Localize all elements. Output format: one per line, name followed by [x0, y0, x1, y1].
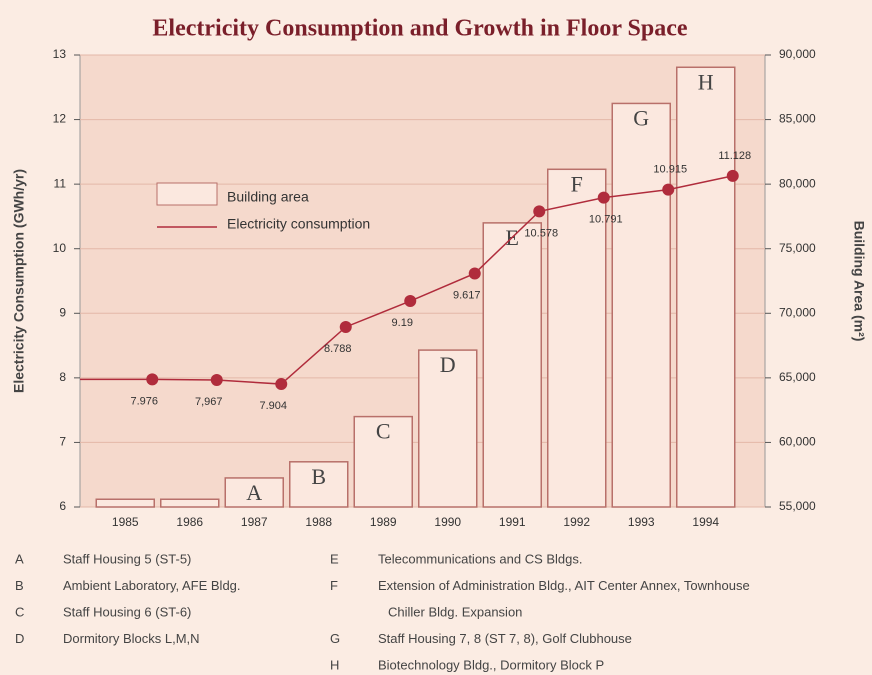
bar-label: F	[571, 171, 583, 196]
x-tick-label: 1986	[176, 515, 203, 529]
data-label: 10.578	[524, 227, 558, 239]
note-text: Ambient Laboratory, AFE Bldg.	[63, 578, 241, 593]
data-label: 10.915	[653, 164, 687, 176]
bar	[289, 461, 349, 508]
y2-tick-label: 60,000	[779, 435, 816, 449]
y2-tick-label: 70,000	[779, 305, 816, 319]
data-label: 10.791	[589, 214, 623, 226]
y-tick-label: 13	[53, 47, 67, 61]
bar	[482, 222, 542, 508]
y-tick-label: 6	[59, 499, 66, 513]
y2-tick-label: 55,000	[779, 499, 816, 513]
y-tick-label: 9	[59, 305, 66, 319]
x-tick-label: 1989	[370, 515, 397, 529]
bar-label: H	[698, 69, 714, 94]
x-tick-label: 1991	[499, 515, 526, 529]
x-tick-label: 1994	[692, 515, 719, 529]
bar	[547, 168, 607, 508]
note-text: Dormitory Blocks L,M,N	[63, 631, 200, 646]
bar-label: G	[633, 105, 649, 130]
y-tick-label: 12	[53, 112, 67, 126]
y-tick-label: 8	[59, 370, 66, 384]
bar-label: A	[246, 480, 262, 505]
bar-label: C	[376, 419, 391, 444]
point	[726, 169, 739, 182]
x-tick-label: 1987	[241, 515, 268, 529]
line	[152, 175, 733, 385]
bar-label: D	[440, 352, 456, 377]
chart-title: Electricity Consumption and Growth in Fl…	[152, 16, 687, 42]
point	[468, 267, 481, 280]
note-key: G	[330, 631, 340, 646]
data-label: 7.904	[259, 400, 287, 412]
legend-swatch	[156, 182, 218, 206]
bar	[611, 102, 671, 508]
note-key: B	[15, 578, 24, 593]
data-label: 7,967	[195, 396, 223, 408]
y2-tick-label: 85,000	[779, 112, 816, 126]
y2-tick-label: 90,000	[779, 47, 816, 61]
bar	[224, 477, 284, 508]
point	[662, 183, 675, 196]
bar	[676, 66, 736, 508]
point	[597, 191, 610, 204]
bar	[160, 498, 220, 508]
y2-tick-label: 65,000	[779, 370, 816, 384]
point	[210, 373, 223, 386]
x-tick-label: 1988	[305, 515, 332, 529]
y2-tick-label: 75,000	[779, 241, 816, 255]
x-tick-label: 1993	[628, 515, 655, 529]
y-tick-label: 11	[54, 176, 67, 190]
y2-axis-label: Building Area (m²)	[851, 221, 867, 342]
note-text: Staff Housing 5 (ST-5)	[63, 551, 191, 566]
data-label: 7.976	[130, 395, 158, 407]
x-tick-label: 1990	[434, 515, 461, 529]
y-tick-label: 7	[59, 435, 66, 449]
note-key: F	[330, 578, 338, 593]
data-label: 9.19	[392, 317, 413, 329]
note-text: Extension of Administration Bldg., AIT C…	[378, 578, 750, 593]
x-tick-label: 1992	[563, 515, 590, 529]
note-text: Telecommunications and CS Bldgs.	[378, 551, 583, 566]
point	[146, 373, 159, 386]
point	[339, 320, 352, 333]
point	[275, 378, 288, 391]
point	[404, 295, 417, 308]
bar-label: B	[311, 464, 326, 489]
point	[533, 205, 546, 218]
note-key: E	[330, 551, 339, 566]
bar	[353, 415, 413, 508]
bar	[418, 349, 478, 508]
data-label: 8.788	[324, 343, 352, 355]
legend-label: Electricity consumption	[227, 216, 370, 232]
note-key: C	[15, 604, 24, 619]
data-label: 9.617	[453, 289, 481, 301]
note-text: Biotechnology Bldg., Dormitory Block P	[378, 657, 604, 672]
note-text: Staff Housing 7, 8 (ST 7, 8), Golf Clubh…	[378, 631, 632, 646]
note-text: Staff Housing 6 (ST-6)	[63, 604, 191, 619]
data-label: 11.128	[718, 150, 751, 162]
legend-label: Building area	[227, 189, 309, 205]
note-key: H	[330, 657, 339, 672]
note-key: A	[15, 551, 24, 566]
note-key: D	[15, 631, 24, 646]
y-axis-label: Electricity Consumption (GWh/yr)	[11, 169, 27, 393]
bar	[95, 498, 155, 508]
x-tick-label: 1985	[112, 515, 139, 529]
y2-tick-label: 80,000	[779, 176, 816, 190]
note-text: Chiller Bldg. Expansion	[388, 604, 522, 619]
y-tick-label: 10	[53, 241, 67, 255]
